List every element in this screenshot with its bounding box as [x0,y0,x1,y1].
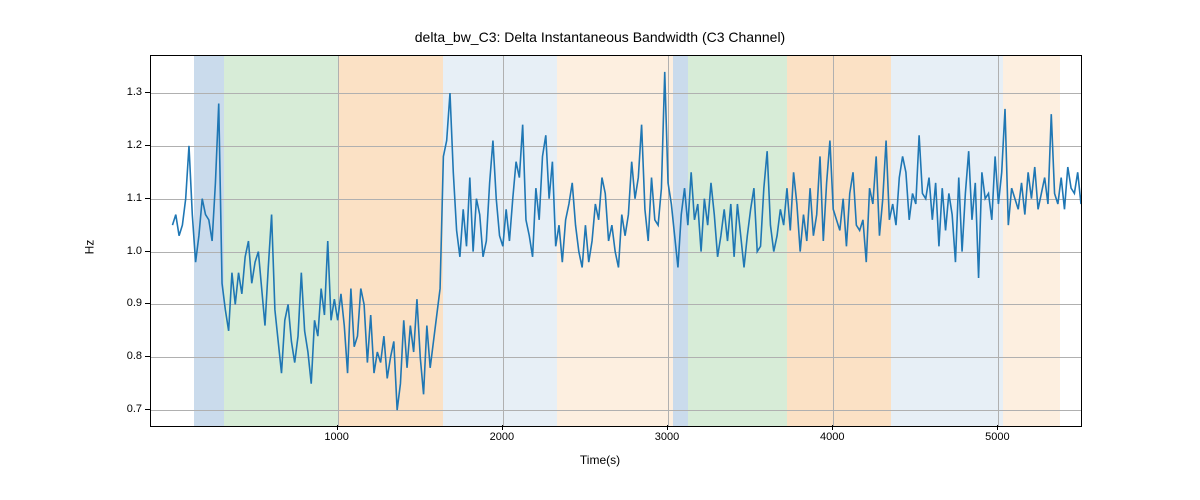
y-tick-mark [145,92,150,93]
x-tick-mark [997,425,998,430]
y-tick-label: 1.0 [114,245,142,257]
y-tick-label: 1.3 [114,86,142,98]
x-tick-mark [832,425,833,430]
x-tick-label: 1000 [324,431,348,443]
y-axis-label: Hz [82,240,96,255]
x-tick-mark [502,425,503,430]
x-tick-label: 4000 [820,431,844,443]
plot-area [150,55,1082,427]
x-tick-mark [667,425,668,430]
chart-title: delta_bw_C3: Delta Instantaneous Bandwid… [0,29,1200,45]
x-tick-label: 5000 [985,431,1009,443]
y-tick-label: 0.7 [114,403,142,415]
data-line [172,72,1082,410]
y-tick-label: 1.1 [114,192,142,204]
y-tick-mark [145,356,150,357]
x-tick-mark [337,425,338,430]
line-layer [151,56,1081,426]
y-tick-mark [145,409,150,410]
figure: delta_bw_C3: Delta Instantaneous Bandwid… [0,0,1200,500]
x-tick-label: 2000 [490,431,514,443]
y-tick-label: 0.8 [114,350,142,362]
y-tick-mark [145,251,150,252]
y-tick-label: 0.9 [114,297,142,309]
x-axis-label: Time(s) [0,453,1200,467]
y-tick-mark [145,198,150,199]
y-tick-label: 1.2 [114,139,142,151]
y-tick-mark [145,303,150,304]
y-tick-mark [145,145,150,146]
x-tick-label: 3000 [655,431,679,443]
